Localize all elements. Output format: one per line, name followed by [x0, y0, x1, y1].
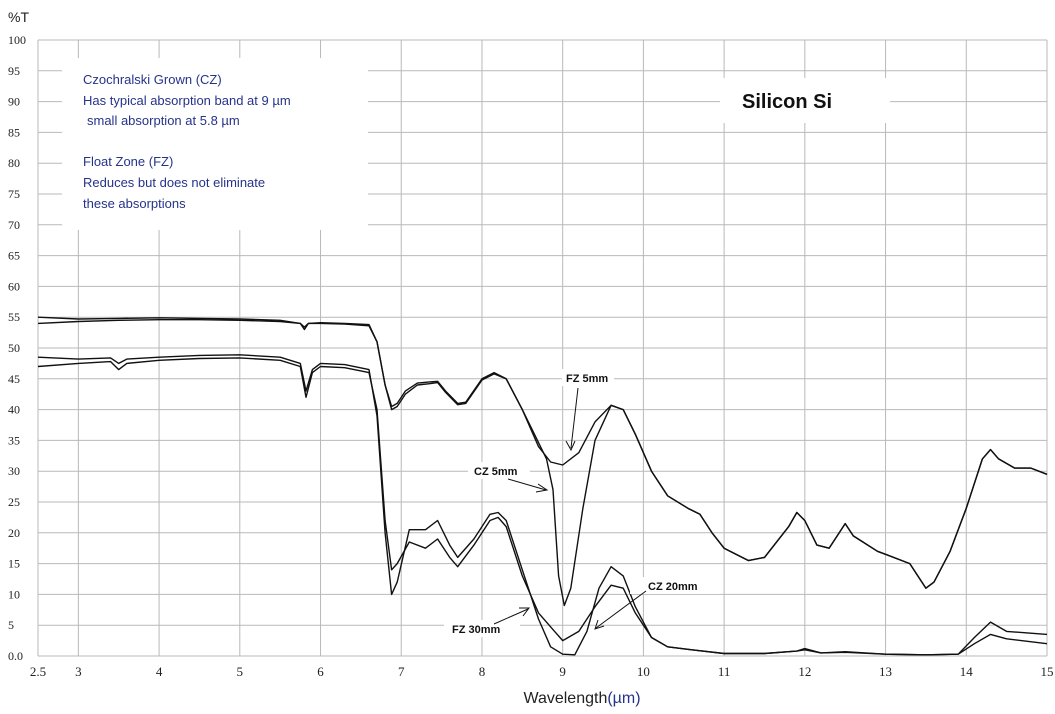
- y-tick-label: 60: [8, 279, 20, 293]
- x-tick-label: 3: [75, 664, 82, 679]
- x-tick-labels: 2.5 3 4 5 6 7 8 9 10 11 12 13 14 15: [30, 664, 1054, 679]
- x-tick-label: 12: [798, 664, 811, 679]
- x-axis-label: Wavelength(µm): [523, 690, 640, 707]
- y-tick-label: 55: [8, 310, 20, 324]
- note-line-1: Czochralski Grown (CZ): [83, 72, 222, 87]
- y-tick-label: 85: [8, 125, 20, 139]
- x-tick-label: 14: [960, 664, 974, 679]
- chart-title: Silicon Si: [742, 91, 832, 113]
- arrow-fz-30mm: [493, 608, 529, 625]
- title-box: [720, 78, 890, 123]
- series-line-cz-5mm: [37, 316, 1048, 607]
- arrow-head-cz-20mm: [594, 619, 605, 630]
- x-axis-label-text: Wavelength: [523, 690, 607, 707]
- x-tick-label: 15: [1041, 664, 1054, 679]
- y-tick-label: 30: [8, 464, 20, 478]
- y-tick-label: 95: [8, 64, 20, 78]
- y-tick-label: 20: [8, 526, 20, 540]
- label-box-fz5: [562, 369, 614, 386]
- y-tick-label: 75: [8, 187, 20, 201]
- y-tick-label: 10: [8, 587, 20, 601]
- x-tick-label: 13: [879, 664, 892, 679]
- curve-label-fz-5mm: FZ 5mm: [566, 373, 608, 385]
- arrow-fz-5mm: [570, 387, 579, 449]
- y-tick-label: 0.0: [8, 649, 23, 663]
- notes-box: [62, 58, 368, 230]
- y-tick-label: 15: [8, 557, 20, 571]
- series-line-fz-5mm: [37, 319, 1048, 589]
- series-lines: [37, 316, 1048, 656]
- curve-label-cz-20mm: CZ 20mm: [648, 581, 698, 593]
- x-tick-label: 8: [479, 664, 486, 679]
- y-tick-label: 35: [8, 433, 20, 447]
- y-tick-labels: 0.0 5 10 15 20 25 30 35 40 45 50 55 60 65 70 75 80 85 90 95…: [8, 33, 26, 663]
- note-line-4: Float Zone (FZ): [83, 154, 173, 169]
- note-line-5: Reduces but does not eliminate: [83, 175, 265, 190]
- arrow-head-cz-5mm: [535, 483, 549, 493]
- y-tick-label: 65: [8, 249, 20, 263]
- y-tick-label: 80: [8, 156, 20, 170]
- grid: [37, 39, 1048, 657]
- arrow-cz-20mm: [595, 590, 647, 629]
- series-line-fz-30mm: [37, 357, 1048, 656]
- series-line-cz-20mm: [37, 354, 1048, 656]
- x-tick-label: 10: [637, 664, 650, 679]
- x-tick-label: 6: [317, 664, 324, 679]
- y-tick-label: 40: [8, 403, 20, 417]
- x-tick-label: 7: [398, 664, 405, 679]
- y-axis-label: %T: [8, 9, 29, 25]
- note-line-3: small absorption at 5.8 µm: [87, 113, 240, 128]
- x-tick-label: 5: [237, 664, 244, 679]
- arrow-head-fz-30mm: [519, 607, 530, 617]
- x-axis-label-unit: (µm): [607, 690, 640, 707]
- arrow-head-fz-5mm: [565, 440, 576, 452]
- y-tick-label: 70: [8, 218, 20, 232]
- label-box-cz20: [630, 577, 720, 594]
- x-tick-label: 2.5: [30, 664, 46, 679]
- note-line-6: these absorptions: [83, 196, 186, 211]
- y-tick-label: 90: [8, 95, 20, 109]
- x-tick-label: 4: [156, 664, 163, 679]
- note-line-2: Has typical absorption band at 9 µm: [83, 93, 291, 108]
- y-tick-label: 5: [8, 618, 14, 632]
- x-tick-label: 9: [559, 664, 566, 679]
- arrow-cz-5mm: [507, 478, 547, 491]
- y-tick-label: 45: [8, 372, 20, 386]
- y-tick-label: 25: [8, 495, 20, 509]
- y-tick-label: 50: [8, 341, 20, 355]
- x-tick-label: 11: [718, 664, 731, 679]
- label-box-fz30: [444, 620, 520, 637]
- curve-label-fz-30mm: FZ 30mm: [452, 624, 501, 636]
- curve-label-cz-5mm: CZ 5mm: [474, 466, 518, 478]
- y-tick-label: 100: [8, 33, 26, 47]
- label-box-cz5: [468, 462, 530, 479]
